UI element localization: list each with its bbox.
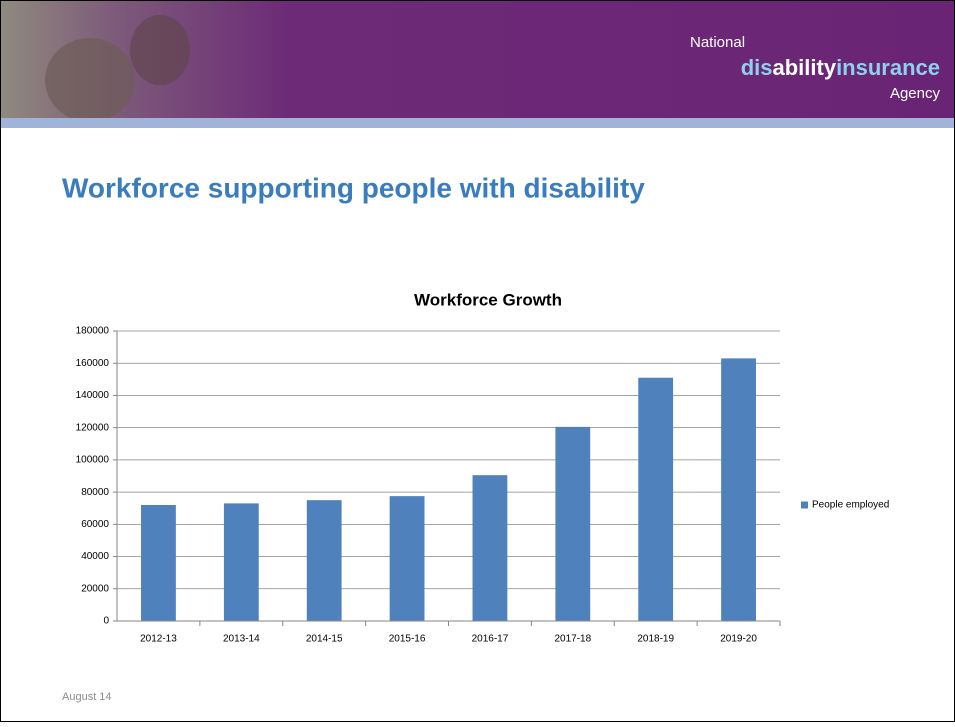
y-tick-label: 20000 <box>81 583 109 594</box>
bar <box>141 505 176 621</box>
footer: August 14 <box>62 691 112 703</box>
header-strip <box>1 118 954 128</box>
chart-title: Workforce Growth <box>414 290 562 309</box>
photo <box>130 15 190 85</box>
y-tick-label: 140000 <box>76 390 110 401</box>
y-tick-label: 40000 <box>81 551 109 562</box>
bar <box>389 496 425 621</box>
x-tick-label: 2017-18 <box>554 634 591 645</box>
bar <box>555 426 591 621</box>
logo-bottom: Agency <box>890 85 941 102</box>
y-tick-label: 100000 <box>76 455 110 466</box>
x-tick-label: 2016-17 <box>472 634 509 645</box>
slide-title: Workforce supporting people with disabil… <box>62 172 645 203</box>
photo <box>45 38 135 122</box>
x-tick-label: 2014-15 <box>306 634 343 645</box>
y-tick-label: 120000 <box>76 422 110 433</box>
x-tick-label: 2019-20 <box>720 634 757 645</box>
bar <box>472 475 508 621</box>
bar <box>306 500 342 621</box>
bar <box>223 503 259 621</box>
y-tick-label: 180000 <box>76 326 110 337</box>
x-tick-label: 2013-14 <box>223 634 260 645</box>
x-tick-label: 2018-19 <box>637 634 674 645</box>
y-tick-label: 80000 <box>81 487 109 498</box>
y-tick-label: 0 <box>103 616 109 627</box>
bar <box>721 358 756 621</box>
legend-label: People employed <box>812 500 889 511</box>
bar <box>638 377 674 621</box>
legend-swatch <box>801 501 808 509</box>
x-tick-label: 2015-16 <box>389 634 426 645</box>
y-tick-label: 60000 <box>81 519 109 530</box>
logo-main: disabilityinsurance <box>741 55 940 80</box>
logo-top: National <box>690 34 745 51</box>
x-tick-label: 2012-13 <box>140 634 177 645</box>
y-tick-label: 160000 <box>76 358 110 369</box>
